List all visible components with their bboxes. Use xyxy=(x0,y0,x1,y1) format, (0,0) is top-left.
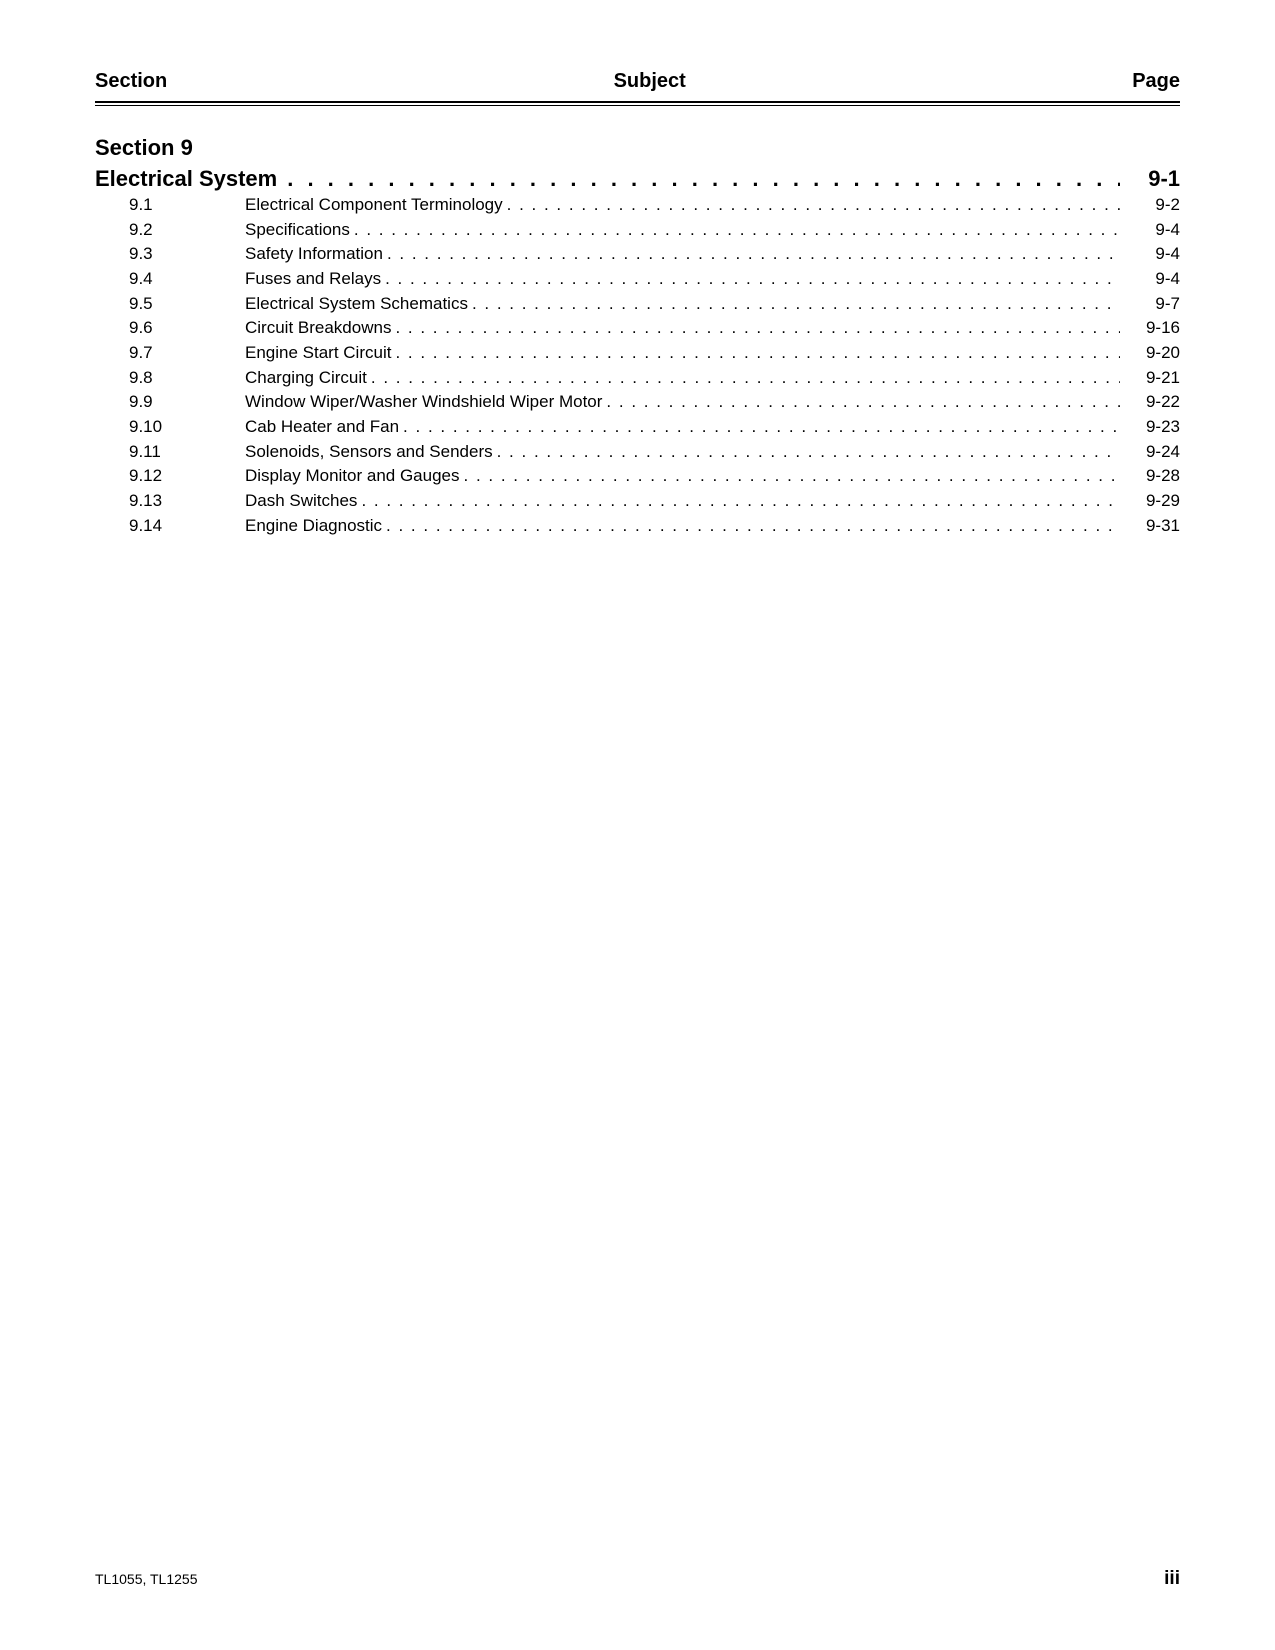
toc-leader-dots: . . . . . . . . . . . . . . . . . . . . … xyxy=(382,514,1120,539)
toc-leader-dots: . . . . . . . . . . . . . . . . . . . . … xyxy=(399,415,1120,440)
toc-entry-title: Charging Circuit xyxy=(245,366,367,391)
toc-leader-dots: . . . . . . . . . . . . . . . . . . . . … xyxy=(602,390,1120,415)
section-title: Electrical System xyxy=(95,165,277,194)
toc-entry-title: Specifications xyxy=(245,218,350,243)
toc-entry-number: 9.14 xyxy=(95,514,245,539)
toc-entry-page: 9-20 xyxy=(1120,341,1180,366)
toc-entry-title: Display Monitor and Gauges xyxy=(245,464,460,489)
page-footer: TL1055, TL1255 iii xyxy=(95,1568,1180,1590)
toc-leader-dots: . . . . . . . . . . . . . . . . . . . . … xyxy=(391,341,1120,366)
toc-entry-title: Circuit Breakdowns xyxy=(245,316,391,341)
toc-entry-title: Cab Heater and Fan xyxy=(245,415,399,440)
toc-row: 9.8Charging Circuit . . . . . . . . . . … xyxy=(95,366,1180,391)
toc-leader-dots: . . . . . . . . . . . . . . . . . . . . … xyxy=(367,366,1120,391)
toc-row: 9.7Engine Start Circuit . . . . . . . . … xyxy=(95,341,1180,366)
toc-entry-number: 9.6 xyxy=(95,316,245,341)
toc-row: 9.1Electrical Component Terminology . . … xyxy=(95,193,1180,218)
toc-entry-page: 9-4 xyxy=(1120,267,1180,292)
toc-row: 9.14Engine Diagnostic . . . . . . . . . … xyxy=(95,514,1180,539)
toc-entry-number: 9.4 xyxy=(95,267,245,292)
toc-entry-page: 9-4 xyxy=(1120,218,1180,243)
header-double-rule xyxy=(95,101,1180,106)
toc-entry-page: 9-22 xyxy=(1120,390,1180,415)
toc-entry-title: Dash Switches xyxy=(245,489,357,514)
toc-entry-page: 9-24 xyxy=(1120,440,1180,465)
toc-leader-dots: . . . . . . . . . . . . . . . . . . . . … xyxy=(468,292,1120,317)
toc-entry-number: 9.5 xyxy=(95,292,245,317)
toc-entry-title: Safety Information xyxy=(245,242,383,267)
toc-row: 9.12Display Monitor and Gauges . . . . .… xyxy=(95,464,1180,489)
toc-entry-number: 9.12 xyxy=(95,464,245,489)
toc-content: Section 9 Electrical System . . . . . . … xyxy=(95,134,1180,538)
footer-page-number: iii xyxy=(1164,1568,1180,1590)
toc-entry-page: 9-7 xyxy=(1120,292,1180,317)
section-number-heading: Section 9 xyxy=(95,134,1180,163)
toc-entry-page: 9-2 xyxy=(1120,193,1180,218)
toc-entry-page: 9-29 xyxy=(1120,489,1180,514)
footer-model-label: TL1055, TL1255 xyxy=(95,1571,198,1587)
toc-leader-dots: . . . . . . . . . . . . . . . . . . . . … xyxy=(381,267,1120,292)
toc-entry-title: Engine Start Circuit xyxy=(245,341,391,366)
toc-entry-number: 9.10 xyxy=(95,415,245,440)
toc-entry-number: 9.11 xyxy=(95,440,245,465)
toc-entry-number: 9.1 xyxy=(95,193,245,218)
section-title-row: Electrical System . . . . . . . . . . . … xyxy=(95,165,1180,194)
toc-entry-title: Solenoids, Sensors and Senders xyxy=(245,440,493,465)
toc-leader-dots: . . . . . . . . . . . . . . . . . . . . … xyxy=(460,464,1120,489)
toc-entry-number: 9.2 xyxy=(95,218,245,243)
toc-leader-dots: . . . . . . . . . . . . . . . . . . . . … xyxy=(383,242,1120,267)
toc-entry-number: 9.9 xyxy=(95,390,245,415)
toc-leader-dots: . . . . . . . . . . . . . . . . . . . . … xyxy=(350,218,1120,243)
toc-leader-dots: . . . . . . . . . . . . . . . . . . . . … xyxy=(357,489,1120,514)
toc-row: 9.6Circuit Breakdowns . . . . . . . . . … xyxy=(95,316,1180,341)
toc-row: 9.5Electrical System Schematics . . . . … xyxy=(95,292,1180,317)
header-subject-label: Subject xyxy=(167,70,1132,93)
toc-entry-title: Engine Diagnostic xyxy=(245,514,382,539)
toc-entry-title: Window Wiper/Washer Windshield Wiper Mot… xyxy=(245,390,602,415)
toc-row: 9.3Safety Information . . . . . . . . . … xyxy=(95,242,1180,267)
toc-leader-dots: . . . . . . . . . . . . . . . . . . . . … xyxy=(493,440,1120,465)
toc-entry-page: 9-23 xyxy=(1120,415,1180,440)
toc-row: 9.13Dash Switches . . . . . . . . . . . … xyxy=(95,489,1180,514)
toc-row: 9.4Fuses and Relays . . . . . . . . . . … xyxy=(95,267,1180,292)
section-title-leader-dots: . . . . . . . . . . . . . . . . . . . . … xyxy=(277,165,1120,194)
toc-entry-title: Fuses and Relays xyxy=(245,267,381,292)
toc-entry-page: 9-4 xyxy=(1120,242,1180,267)
toc-entry-title: Electrical Component Terminology xyxy=(245,193,503,218)
header-section-label: Section xyxy=(95,70,167,93)
toc-entry-number: 9.3 xyxy=(95,242,245,267)
toc-leader-dots: . . . . . . . . . . . . . . . . . . . . … xyxy=(503,193,1120,218)
toc-row: 9.9Window Wiper/Washer Windshield Wiper … xyxy=(95,390,1180,415)
toc-list: 9.1Electrical Component Terminology . . … xyxy=(95,193,1180,538)
toc-row: 9.10Cab Heater and Fan . . . . . . . . .… xyxy=(95,415,1180,440)
toc-entry-page: 9-28 xyxy=(1120,464,1180,489)
toc-row: 9.2Specifications . . . . . . . . . . . … xyxy=(95,218,1180,243)
toc-entry-number: 9.8 xyxy=(95,366,245,391)
toc-entry-page: 9-16 xyxy=(1120,316,1180,341)
toc-entry-number: 9.13 xyxy=(95,489,245,514)
toc-entry-title: Electrical System Schematics xyxy=(245,292,468,317)
toc-row: 9.11Solenoids, Sensors and Senders . . .… xyxy=(95,440,1180,465)
column-header-row: Section Subject Page xyxy=(95,70,1180,99)
toc-leader-dots: . . . . . . . . . . . . . . . . . . . . … xyxy=(391,316,1120,341)
toc-entry-number: 9.7 xyxy=(95,341,245,366)
toc-entry-page: 9-21 xyxy=(1120,366,1180,391)
header-page-label: Page xyxy=(1132,70,1180,93)
page: Section Subject Page Section 9 Electrica… xyxy=(0,0,1275,1650)
toc-entry-page: 9-31 xyxy=(1120,514,1180,539)
section-page: 9-1 xyxy=(1120,165,1180,194)
